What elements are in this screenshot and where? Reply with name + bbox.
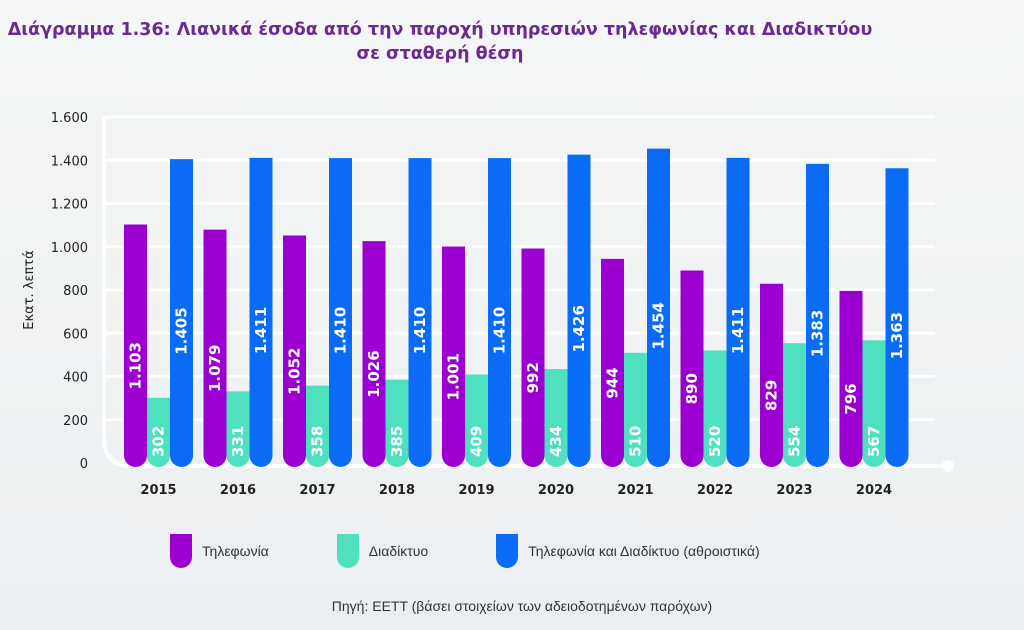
axis-end-dot — [942, 460, 954, 472]
data-label: 1.383 — [809, 310, 827, 357]
x-tick-label: 2016 — [220, 483, 256, 498]
x-tick-label: 2022 — [697, 483, 733, 498]
data-label: 554 — [786, 426, 804, 457]
title-line-1: Διάγραμμα 1.36: Λιανικά έσοδα από την πα… — [7, 20, 873, 40]
data-label: 358 — [309, 426, 327, 457]
data-label: 1.410 — [332, 307, 350, 354]
data-label: 992 — [524, 362, 542, 393]
x-tick-label: 2021 — [617, 483, 653, 498]
bar-internet — [783, 343, 806, 467]
bar-total — [885, 168, 909, 467]
bar-total — [329, 158, 352, 467]
data-label: 434 — [547, 426, 565, 457]
data-label: 1.410 — [411, 307, 429, 354]
data-label: 1.426 — [570, 305, 588, 352]
legend-item-telephony: Τηλεφωνία — [170, 534, 269, 568]
x-tick-label: 2024 — [856, 483, 892, 498]
data-label: 302 — [150, 426, 168, 457]
x-tick-label: 2023 — [776, 483, 812, 498]
bar-total — [567, 154, 591, 467]
legend-swatch-total — [496, 534, 519, 568]
legend-label: Τηλεφωνία — [202, 543, 269, 559]
bar-internet — [385, 379, 409, 467]
data-label: 331 — [229, 426, 247, 457]
y-tick-label: 1.600 — [51, 111, 88, 126]
bar-internet — [465, 374, 488, 467]
legend-item-total: Τηλεφωνία και Διαδίκτυο (αθροιστικά) — [496, 534, 760, 568]
data-label: 1.363 — [888, 312, 906, 359]
data-label: 520 — [706, 426, 724, 457]
bar-telephony — [680, 270, 704, 467]
legend-swatch-internet — [336, 534, 359, 568]
legend-swatch-telephony — [170, 534, 192, 568]
data-label: 944 — [604, 367, 622, 398]
bar-telephony — [362, 241, 386, 467]
bar-total — [806, 163, 829, 467]
bar-total — [170, 159, 193, 467]
bar-telephony — [124, 224, 147, 467]
bar-total — [249, 157, 273, 467]
bar-telephony — [760, 283, 783, 467]
data-label: 409 — [468, 426, 486, 457]
data-label: 1.001 — [445, 353, 463, 400]
x-tick-label: 2020 — [538, 483, 574, 498]
data-label: 1.405 — [173, 307, 191, 354]
bar-internet — [703, 350, 727, 467]
data-label: 1.411 — [729, 307, 747, 354]
y-tick-label: 1.400 — [51, 154, 88, 169]
bar-total — [488, 158, 511, 467]
data-label: 796 — [842, 383, 860, 414]
bar-internet — [544, 369, 568, 467]
data-label: 890 — [683, 373, 701, 404]
y-tick-label: 0 — [80, 457, 88, 472]
bar-telephony — [203, 229, 227, 467]
bar-chart: 0 200 400 600 800 1.000 1.200 1.400 1.600 Εκατ. λ… — [22, 111, 954, 498]
legend-label: Διαδίκτυο — [368, 543, 429, 559]
data-label: 567 — [865, 426, 883, 457]
data-label: 385 — [388, 426, 406, 457]
legend-label: Τηλεφωνία και Διαδίκτυο (αθροιστικά) — [528, 543, 760, 559]
data-label: 1.079 — [206, 345, 224, 392]
chart-title: Διάγραμμα 1.36: Λιανικά έσοδα από την πα… — [0, 18, 880, 66]
legend: Τηλεφωνία Διαδίκτυο Τηλεφωνία και Διαδίκ… — [170, 534, 828, 568]
data-label: 829 — [763, 380, 781, 411]
bar-total — [647, 148, 670, 467]
y-tick-label: 600 — [63, 327, 88, 342]
y-tick-label: 1.200 — [51, 198, 88, 213]
data-label: 510 — [627, 426, 645, 457]
y-tick-label: 1.000 — [51, 241, 88, 256]
data-label: 1.103 — [127, 342, 145, 389]
bar-internet — [862, 340, 886, 467]
bar-internet — [306, 385, 329, 467]
x-tick-label: 2017 — [299, 483, 335, 498]
y-tick-label: 400 — [63, 371, 88, 386]
bar-telephony — [521, 248, 545, 467]
data-label: 1.026 — [365, 350, 383, 397]
data-label: 1.052 — [286, 348, 304, 395]
bar-telephony — [601, 258, 624, 467]
bar-total — [408, 158, 432, 467]
legend-item-internet: Διαδίκτυο — [336, 534, 429, 568]
y-tick-label: 800 — [63, 284, 88, 299]
bar-internet — [147, 397, 170, 467]
x-tick-label: 2015 — [140, 483, 176, 498]
data-label: 1.454 — [650, 302, 668, 349]
bar-internet — [226, 391, 250, 467]
y-axis-label: Εκατ. λεπτά — [22, 250, 37, 329]
bar-total — [726, 157, 750, 467]
title-line-2: σε σταθερή θέση — [356, 44, 524, 64]
x-tick-label: 2018 — [379, 483, 415, 498]
bar-telephony — [442, 246, 465, 467]
data-label: 1.410 — [491, 307, 509, 354]
bar-internet — [624, 352, 647, 467]
y-tick-label: 200 — [63, 414, 88, 429]
bar-telephony — [283, 235, 306, 467]
x-tick-label: 2019 — [458, 483, 494, 498]
source-note: Πηγή: ΕΕΤΤ (βάσει στοιχείων των αδειοδοτ… — [331, 598, 713, 614]
data-label: 1.411 — [252, 307, 270, 354]
bar-telephony — [839, 290, 863, 467]
